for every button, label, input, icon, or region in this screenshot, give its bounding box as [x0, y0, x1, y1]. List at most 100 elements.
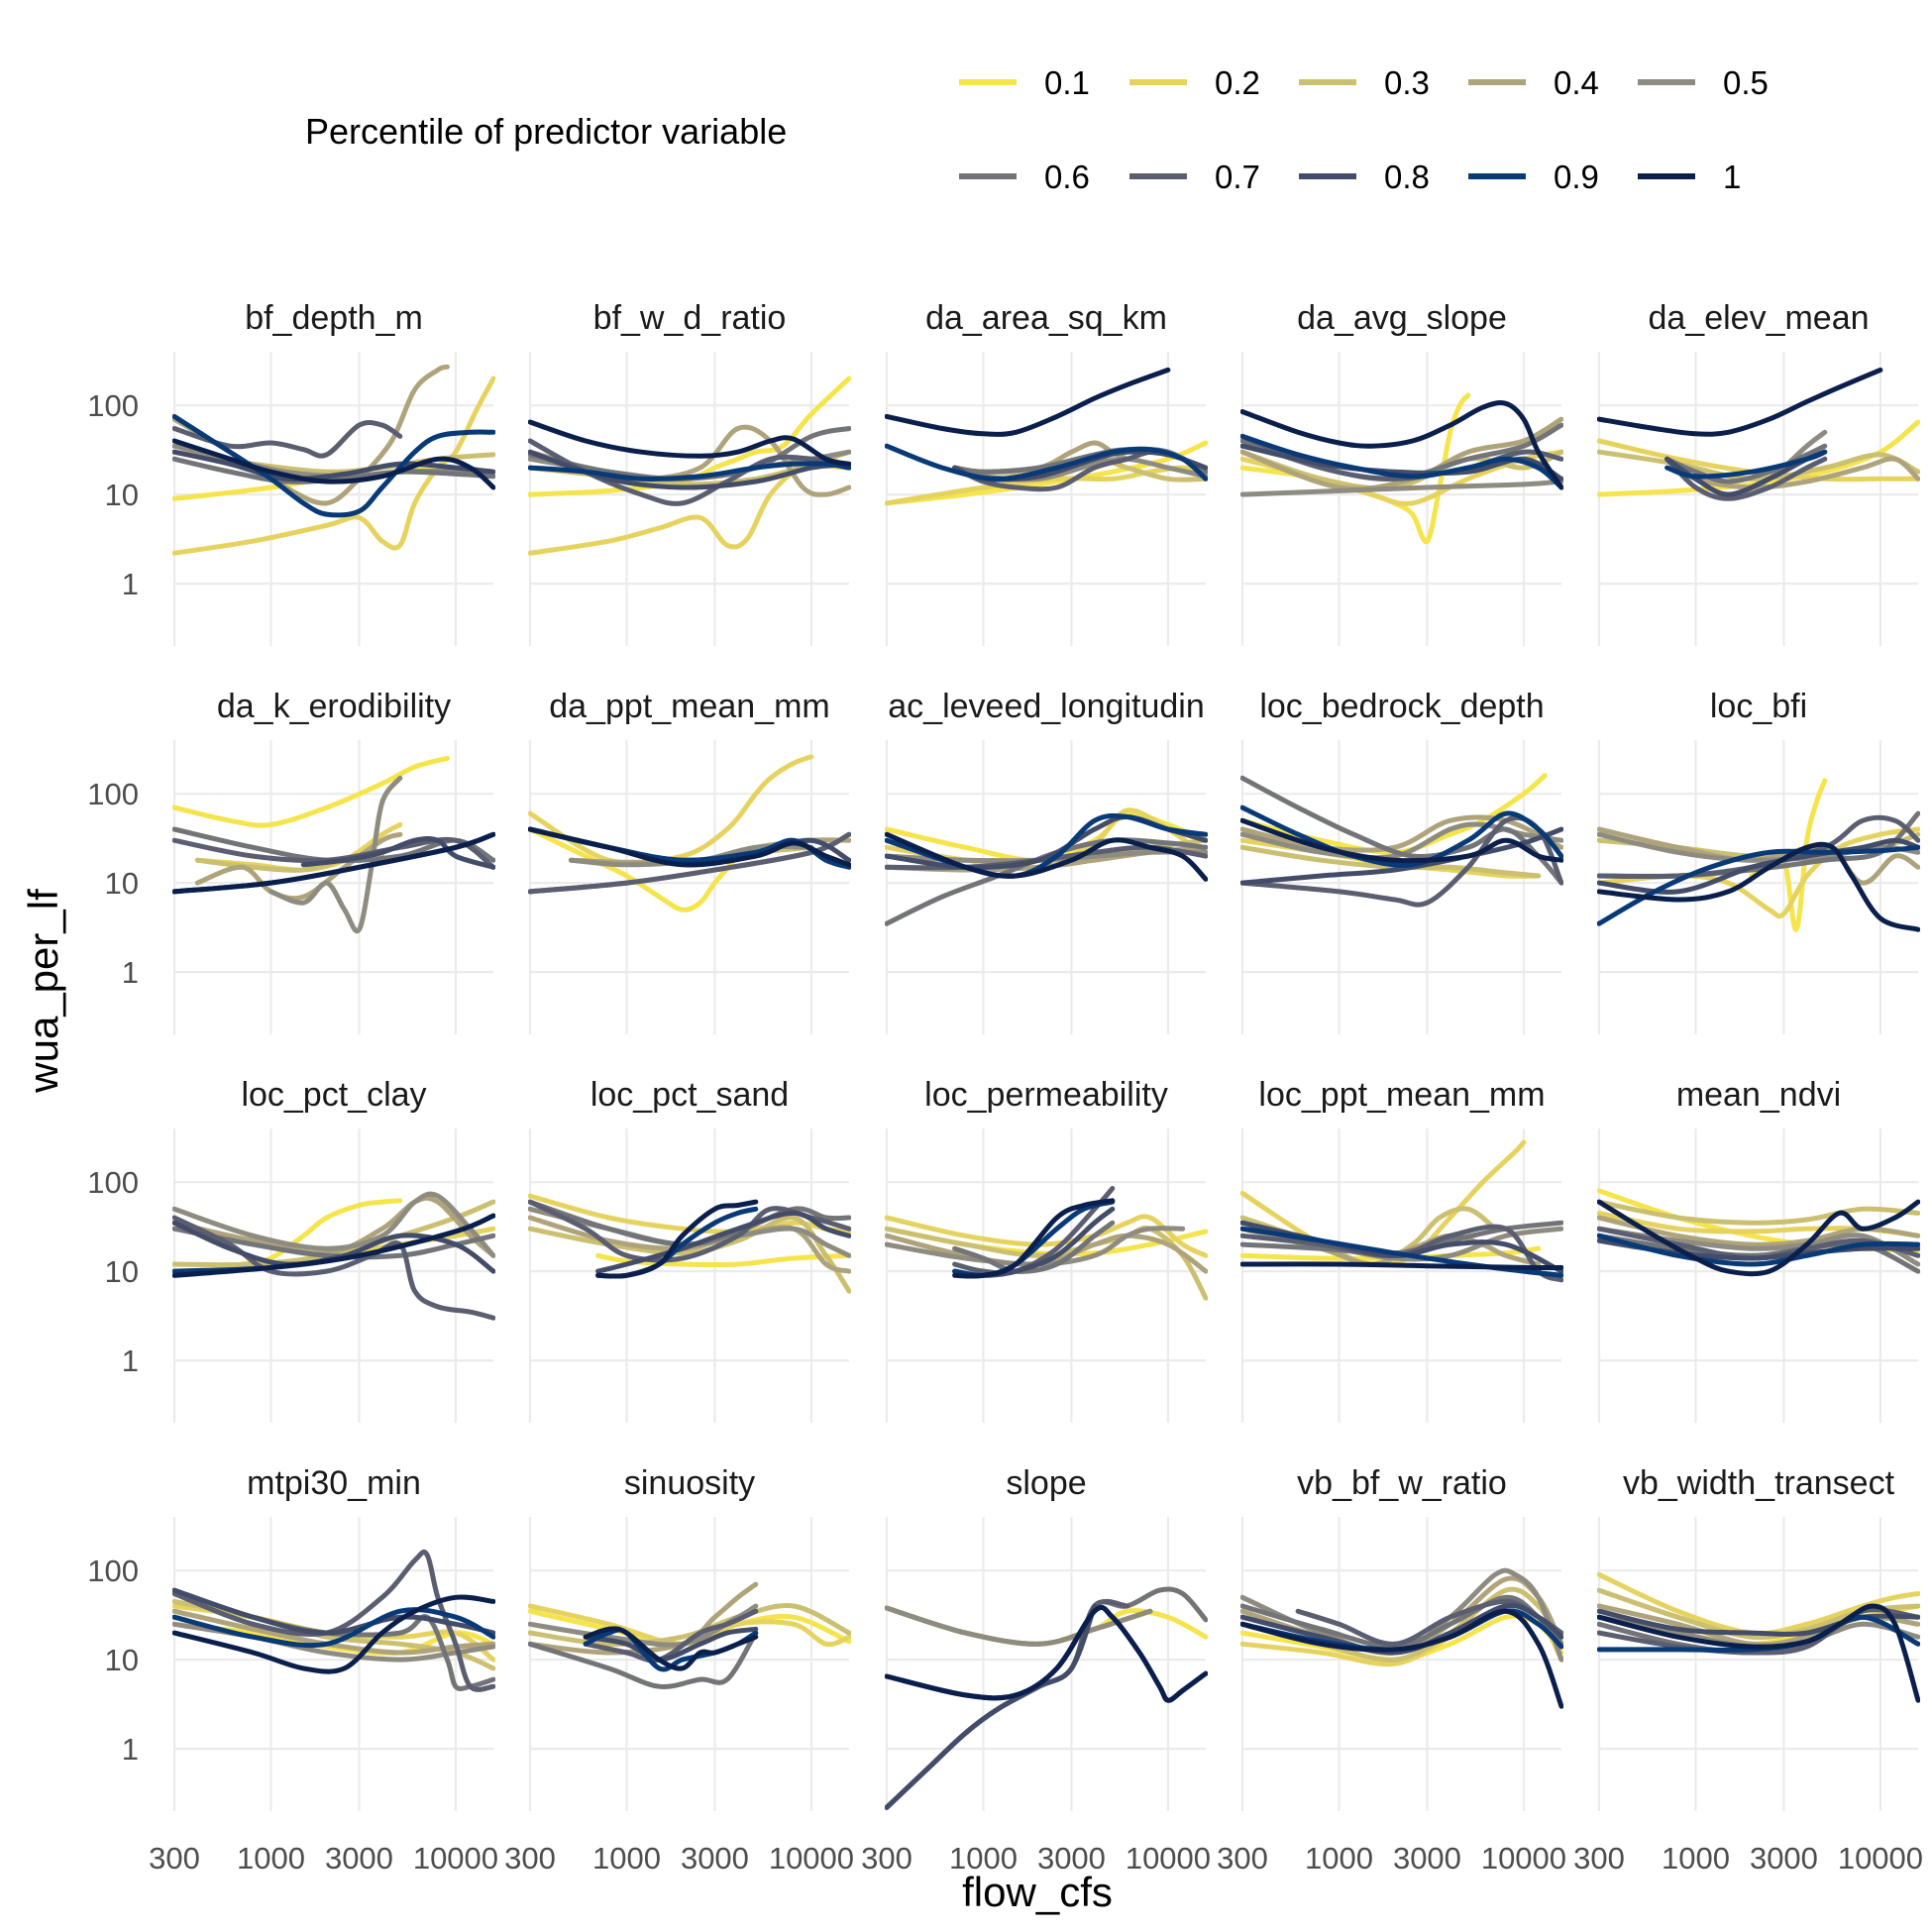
x-tick-label: 300 [1573, 1841, 1625, 1876]
series-line-p0-9 [1664, 449, 1828, 480]
y-tick-label: 10 [105, 478, 139, 512]
legend-label: 0.3 [1384, 64, 1430, 101]
x-tick-label: 3000 [681, 1841, 749, 1876]
series-group [885, 1186, 1208, 1301]
panel-mtpi30-min: mtpi30_min 1 10 100 300 1000 3000 10000 [87, 1464, 498, 1876]
series-line-p0-3 [1597, 1199, 1920, 1226]
series-line-p0-4 [194, 831, 403, 902]
facet-strip-label: loc_bfi [1710, 688, 1807, 725]
facet-strip-label: da_area_sq_km [925, 299, 1167, 337]
panel-bf-depth-m: bf_depth_m 1 10 100 [87, 299, 495, 646]
facet-strip-label: loc_bedrock_depth [1259, 688, 1544, 725]
series-line-p1 [1240, 400, 1563, 490]
series-line-p0-6 [172, 456, 495, 484]
series-line-p0-6 [1664, 443, 1828, 484]
series-line-p0-8 [1597, 837, 1920, 895]
series-line-p1 [885, 831, 1208, 882]
facet-strip-label: slope [1006, 1464, 1086, 1502]
legend-label: 0.1 [1044, 64, 1090, 101]
series-line-p0-9 [528, 461, 851, 482]
series-line-p1 [583, 1626, 759, 1671]
series-group [885, 1586, 1208, 1810]
y-tick-label: 10 [105, 1643, 139, 1677]
series-group [1597, 367, 1920, 501]
x-tick-label: 10000 [1481, 1841, 1566, 1876]
x-tick-label: 1000 [592, 1841, 661, 1876]
facet-strip-label: da_elev_mean [1648, 299, 1869, 337]
series-group [172, 1191, 495, 1321]
y-tick-label: 1 [122, 1343, 139, 1378]
panel-loc-ppt-mean-mm: loc_ppt_mean_mm [1240, 1076, 1563, 1423]
series-line-p1 [1597, 1603, 1920, 1703]
facet-strip-label: sinuosity [624, 1464, 755, 1502]
series-line-p0-2 [528, 1603, 851, 1648]
series-line-p0-8 [172, 449, 495, 483]
facet-strip-label: mtpi30_min [247, 1464, 421, 1502]
series-group [1240, 1567, 1563, 1709]
panel-slope: slope 300 1000 3000 10000 [861, 1464, 1211, 1876]
series-line-p0-1 [528, 826, 741, 912]
series-line-p0-9 [1240, 1226, 1563, 1278]
y-tick-label: 1 [122, 955, 139, 990]
series-group [1240, 773, 1563, 908]
series-line-p0-1 [240, 1198, 403, 1267]
series-line-p0-9 [1597, 844, 1920, 926]
series-line-p0-1 [595, 1252, 851, 1268]
series-line-p0-9 [172, 1607, 495, 1649]
legend-label: 0.4 [1554, 64, 1599, 101]
series-line-p0-6 [952, 1220, 1116, 1274]
series-group [528, 376, 851, 556]
series-line-p0-9 [885, 443, 1208, 482]
facet-strip-label: da_k_erodibility [217, 688, 451, 725]
series-line-p0-8 [1240, 1603, 1563, 1656]
facet-strip-label: vb_width_transect [1623, 1464, 1895, 1502]
series-line-p1 [172, 1594, 495, 1674]
series-line-p1 [172, 831, 495, 895]
facet-strip-label: ac_leveed_longitudin [888, 688, 1204, 725]
series-line-p0-4 [885, 1233, 1208, 1274]
x-axis-title: flow_cfs [962, 1869, 1113, 1915]
series-line-p0-1 [1240, 773, 1548, 855]
x-tick-label: 300 [149, 1841, 200, 1876]
panel-loc-pct-sand: loc_pct_sand [528, 1076, 851, 1423]
series-group [528, 1193, 851, 1294]
facet-strip-label: vb_bf_w_ratio [1297, 1464, 1507, 1502]
panel-bf-w-d-ratio: bf_w_d_ratio [528, 299, 851, 646]
panel-vb-width-transect: vb_width_transect 300 1000 3000 10000 [1573, 1464, 1923, 1876]
series-line-p0-1 [172, 755, 450, 828]
series-line-p1 [885, 367, 1171, 437]
series-group [1240, 392, 1563, 545]
x-tick-label: 1000 [1662, 1841, 1730, 1876]
y-tick-label: 100 [87, 388, 139, 423]
facet-strip-label: da_ppt_mean_mm [549, 688, 830, 725]
series-line-p1 [1597, 841, 1920, 932]
series-line-p0-7 [1597, 814, 1920, 880]
series-group [1597, 1571, 1920, 1703]
series-line-p1 [1240, 817, 1563, 864]
series-line-p1 [952, 1198, 1116, 1279]
panel-loc-pct-clay: loc_pct_clay 1 10 100 [87, 1076, 495, 1423]
x-tick-label: 1000 [949, 1841, 1018, 1876]
legend-label: 0.5 [1723, 64, 1769, 101]
x-tick-label: 3000 [1750, 1841, 1818, 1876]
facet-strip-label: mean_ndvi [1676, 1076, 1841, 1114]
y-tick-label: 10 [105, 1254, 139, 1289]
panel-da-ppt-mean-mm: da_ppt_mean_mm [528, 688, 851, 1034]
y-tick-label: 1 [122, 567, 139, 601]
series-group [172, 755, 495, 934]
panel-ac-leveed-longitudin: ac_leveed_longitudin [885, 688, 1208, 1034]
facet-strip-label: loc_permeability [924, 1076, 1168, 1114]
legend-label: 0.9 [1554, 159, 1599, 195]
x-tick-label: 3000 [325, 1841, 393, 1876]
series-line-p0-9 [1240, 433, 1563, 490]
y-tick-label: 10 [105, 866, 139, 901]
facet-strip-label: loc_ppt_mean_mm [1258, 1076, 1545, 1114]
series-line-p0-5 [1240, 1567, 1563, 1663]
series-group [172, 1549, 495, 1692]
series-line-p0-2 [885, 1214, 1208, 1258]
series-line-p1 [1240, 1261, 1563, 1271]
x-tick-label: 300 [1217, 1841, 1268, 1876]
series-line-p0-5 [885, 1226, 1186, 1267]
series-line-p0-6 [528, 1630, 759, 1689]
series-group [528, 1581, 851, 1689]
